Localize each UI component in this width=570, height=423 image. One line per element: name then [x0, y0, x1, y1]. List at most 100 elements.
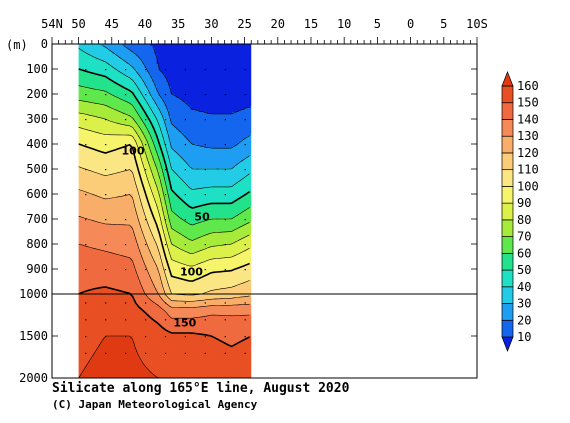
- x-tick-label: 40: [138, 17, 152, 31]
- obs-dot: [224, 144, 226, 146]
- obs-dot: [224, 269, 226, 271]
- colorbar-min-arrow: [501, 336, 514, 352]
- colorbar-label: 40: [517, 280, 531, 294]
- obs-dot: [145, 69, 147, 71]
- x-tick-label: 45: [105, 17, 119, 31]
- obs-dot: [204, 194, 206, 196]
- obs-dot: [184, 144, 186, 146]
- contour-120: [78, 189, 250, 302]
- colorbar-box: [501, 269, 514, 288]
- obs-dot: [105, 94, 107, 96]
- x-tick-label: 20: [271, 17, 285, 31]
- obs-dot: [164, 94, 167, 96]
- obs-dot: [224, 94, 226, 96]
- obs-dot: [204, 94, 206, 96]
- y-tick-label: 600: [26, 187, 48, 201]
- obs-dot: [145, 94, 147, 96]
- obs-dot: [184, 119, 186, 121]
- obs-dot: [125, 144, 127, 146]
- obs-dot: [145, 119, 147, 121]
- y-tick-label: 200: [26, 87, 48, 101]
- obs-dot: [125, 336, 127, 338]
- obs-dot: [184, 302, 186, 304]
- contour-90: [78, 127, 250, 267]
- obs-dot: [105, 169, 107, 171]
- y-tick-label: 0: [41, 37, 48, 51]
- obs-dot: [85, 119, 87, 121]
- obs-dot: [85, 169, 87, 171]
- obs-dot: [85, 302, 87, 304]
- obs-dot: [244, 269, 246, 271]
- obs-dot: [145, 352, 147, 354]
- x-tick-label: 50: [71, 17, 85, 31]
- colorbar-box: [501, 202, 514, 221]
- colorbar-label: 150: [517, 96, 539, 110]
- obs-dot: [105, 269, 107, 271]
- obs-dot: [164, 302, 167, 304]
- obs-dot: [125, 219, 127, 221]
- obs-dot: [184, 319, 186, 321]
- obs-dot: [204, 336, 206, 338]
- obs-dot: [125, 119, 127, 121]
- colorbar-box: [501, 152, 514, 171]
- obs-dot: [244, 94, 246, 96]
- obs-dot: [85, 244, 87, 246]
- obs-dot: [184, 244, 186, 246]
- obs-dot: [145, 194, 147, 196]
- colorbar-box: [501, 236, 514, 254]
- contour-140: [78, 243, 250, 319]
- obs-dot: [184, 169, 186, 171]
- obs-dot: [164, 244, 167, 246]
- colorbar-label: 90: [517, 196, 531, 210]
- obs-dot: [145, 269, 147, 271]
- colorbar-label: 110: [517, 163, 539, 177]
- credit-text: (C) Japan Meteorological Agency: [52, 398, 258, 411]
- contour-labels: 100 50 100 150: [122, 144, 211, 330]
- contour-20: [123, 45, 250, 149]
- obs-dot: [224, 119, 226, 121]
- y-tick-label: 300: [26, 112, 48, 126]
- obs-dot: [224, 336, 226, 338]
- obs-dot: [244, 69, 246, 71]
- obs-dot: [164, 144, 167, 146]
- x-tick-label: 54N: [41, 17, 63, 31]
- obs-dot: [105, 352, 107, 354]
- obs-dot: [105, 69, 107, 71]
- contour-label: 50: [194, 211, 210, 224]
- y-tick-label: 400: [26, 137, 48, 151]
- obs-dot: [224, 69, 226, 71]
- obs-dot: [164, 352, 167, 354]
- obs-dot: [164, 336, 167, 338]
- contour-110: [78, 166, 250, 296]
- contour-40: [78, 47, 250, 190]
- obs-dot: [105, 244, 107, 246]
- colorbar-label: 30: [517, 297, 531, 311]
- observation-points: [85, 69, 246, 354]
- contour-label: 100: [180, 266, 203, 279]
- x-tick-label: 5: [374, 17, 381, 31]
- obs-dot: [244, 194, 246, 196]
- contour-60: [78, 85, 250, 226]
- y-tick-label: 500: [26, 162, 48, 176]
- obs-dot: [204, 219, 206, 221]
- obs-dot: [105, 144, 107, 146]
- obs-dot: [184, 352, 186, 354]
- obs-dot: [224, 169, 226, 171]
- contour-160: [78, 335, 169, 378]
- contour-150: [78, 286, 250, 348]
- obs-dot: [204, 352, 206, 354]
- colorbar-box: [501, 119, 514, 137]
- obs-dot: [164, 219, 167, 221]
- obs-dot: [224, 194, 226, 196]
- obs-dot: [125, 352, 127, 354]
- y-tick-label: 900: [26, 262, 48, 276]
- obs-dot: [184, 336, 186, 338]
- obs-dot: [125, 269, 127, 271]
- contour-10: [153, 48, 250, 115]
- contour-100: [78, 143, 250, 282]
- obs-dot: [244, 319, 246, 321]
- contour-label: 150: [173, 317, 196, 330]
- contour-70: [78, 100, 250, 241]
- obs-dot: [125, 244, 127, 246]
- colorbar-label: 60: [517, 246, 531, 260]
